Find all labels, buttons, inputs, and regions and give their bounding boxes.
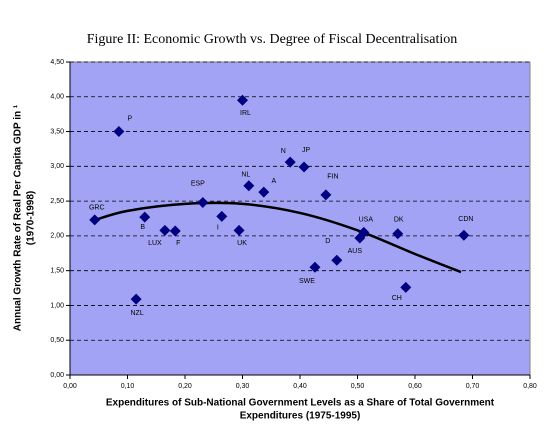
point-label: NZL <box>131 310 144 317</box>
y-tick-label: 3,00 <box>50 163 64 170</box>
point <box>309 261 321 273</box>
point-label: CH <box>392 295 402 302</box>
point <box>130 293 142 305</box>
point-label: P <box>128 115 133 122</box>
x-tick-label: 0,20 <box>178 383 192 390</box>
x-tick-label: 0,40 <box>293 383 307 390</box>
y-tick-label: 2,50 <box>50 198 64 205</box>
point <box>298 161 310 173</box>
x-axis-label: Expenditures (1975-1995) <box>240 411 361 422</box>
point-label: USA <box>359 216 374 223</box>
point <box>237 94 248 106</box>
x-tick-label: 0,30 <box>236 383 250 390</box>
trend-line <box>92 201 462 274</box>
point <box>392 228 404 240</box>
point-label: AUS <box>348 248 363 255</box>
point-label: I <box>217 224 219 231</box>
point <box>331 254 343 266</box>
point-label: LUX <box>148 240 162 247</box>
point <box>159 224 171 236</box>
point-label: CDN <box>458 216 473 223</box>
x-axis-label: Expenditures of Sub-National Government … <box>106 398 495 409</box>
y-tick-label: 0,50 <box>50 337 64 344</box>
point <box>458 229 470 241</box>
point-label: UK <box>237 240 247 247</box>
point <box>216 210 228 222</box>
point-label: GRC <box>89 205 105 212</box>
x-tick-label: 0,70 <box>466 383 480 390</box>
point <box>233 224 245 236</box>
point-label: SWE <box>299 278 315 285</box>
y-tick-label: 4,50 <box>50 59 64 66</box>
y-tick-label: 1,50 <box>50 268 64 275</box>
point-label: JP <box>302 147 311 154</box>
point <box>243 180 255 192</box>
y-axis-label: Annual Growth Rate of Real Per Capita GD… <box>13 104 24 331</box>
point-label: F <box>176 240 180 247</box>
y-tick-label: 2,00 <box>50 233 64 240</box>
point <box>139 211 151 223</box>
point-label: NL <box>241 172 250 179</box>
point <box>284 156 296 168</box>
point-label: B <box>140 224 145 231</box>
chart-title: Figure II: Economic Growth vs. Degree of… <box>87 32 458 47</box>
y-tick-label: 4,00 <box>50 94 64 101</box>
point-label: D <box>325 238 330 245</box>
point-label: FIN <box>327 174 338 181</box>
point-label: A <box>271 178 276 185</box>
point-label: DK <box>394 217 404 224</box>
point-label: N <box>281 148 286 155</box>
point <box>400 281 412 293</box>
point <box>320 189 332 201</box>
y-axis-label: (1970-1998) <box>26 191 37 245</box>
point-label: IRL <box>240 110 251 117</box>
point <box>258 186 270 198</box>
y-tick-label: 0,00 <box>50 372 64 379</box>
y-tick-label: 1,00 <box>50 302 64 309</box>
x-tick-label: 0,50 <box>351 383 365 390</box>
point <box>358 226 370 238</box>
point <box>197 197 209 209</box>
point-label: ESP <box>191 180 205 187</box>
point <box>113 126 125 138</box>
point <box>169 225 181 237</box>
x-tick-label: 0,80 <box>523 383 537 390</box>
point <box>89 214 101 226</box>
x-tick-label: 0,60 <box>408 383 422 390</box>
x-tick-label: 0,00 <box>63 383 77 390</box>
y-axis-label-group: Annual Growth Rate of Real Per Capita GD… <box>13 104 37 331</box>
y-tick-label: 3,50 <box>50 128 64 135</box>
x-tick-label: 0,10 <box>121 383 135 390</box>
